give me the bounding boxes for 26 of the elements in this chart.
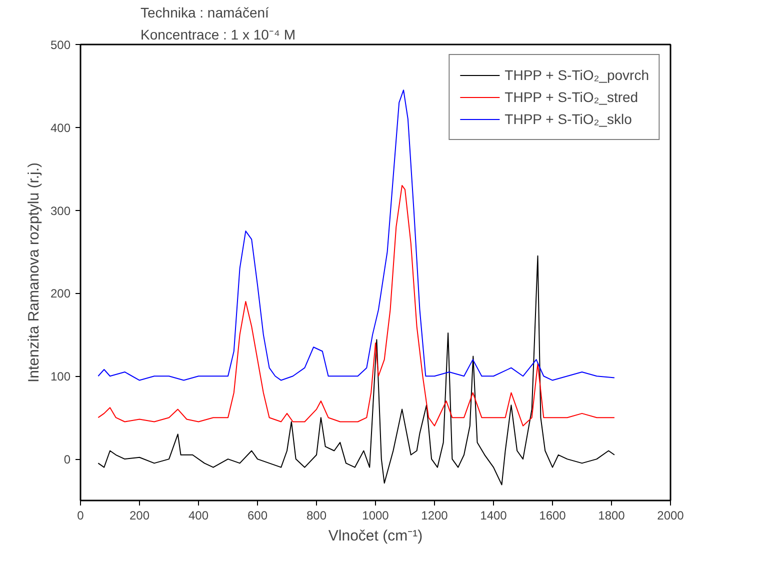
y-tick-label: 0 bbox=[64, 452, 71, 467]
x-tick-label: 1200 bbox=[421, 508, 448, 522]
x-axis-title: Vlnočet (cm⁻¹) bbox=[328, 528, 423, 544]
legend-label: THPP + S-TiO₂_sklo bbox=[504, 111, 632, 127]
legend-label: THPP + S-TiO₂_stred bbox=[504, 89, 638, 105]
text: Technika : namáčení bbox=[140, 4, 270, 20]
legend-label: THPP + S-TiO₂_povrch bbox=[504, 67, 649, 83]
y-tick-label: 100 bbox=[50, 370, 71, 384]
y-tick-label: 500 bbox=[50, 38, 71, 52]
y-axis-title: Intenzita Ramanova rozptylu (r.j.) bbox=[25, 162, 42, 383]
x-tick-label: 1000 bbox=[362, 508, 390, 522]
y-tick-label: 200 bbox=[50, 286, 71, 301]
x-tick-label: 400 bbox=[188, 508, 209, 522]
x-tick-label: 800 bbox=[306, 508, 327, 522]
text: Koncentrace : 1 x 10⁻⁴ M bbox=[140, 26, 296, 42]
x-tick-label: 0 bbox=[77, 508, 84, 522]
y-tick-label: 300 bbox=[50, 204, 71, 218]
x-tick-label: 1600 bbox=[539, 508, 566, 522]
y-tick-label: 400 bbox=[50, 120, 71, 135]
x-tick-label: 200 bbox=[129, 508, 150, 522]
x-tick-label: 2000 bbox=[657, 508, 684, 522]
x-tick-label: 1800 bbox=[598, 508, 626, 522]
line-series bbox=[98, 255, 615, 486]
x-tick-label: 600 bbox=[247, 508, 268, 522]
line-series bbox=[98, 184, 615, 426]
x-tick-label: 1400 bbox=[480, 508, 508, 522]
